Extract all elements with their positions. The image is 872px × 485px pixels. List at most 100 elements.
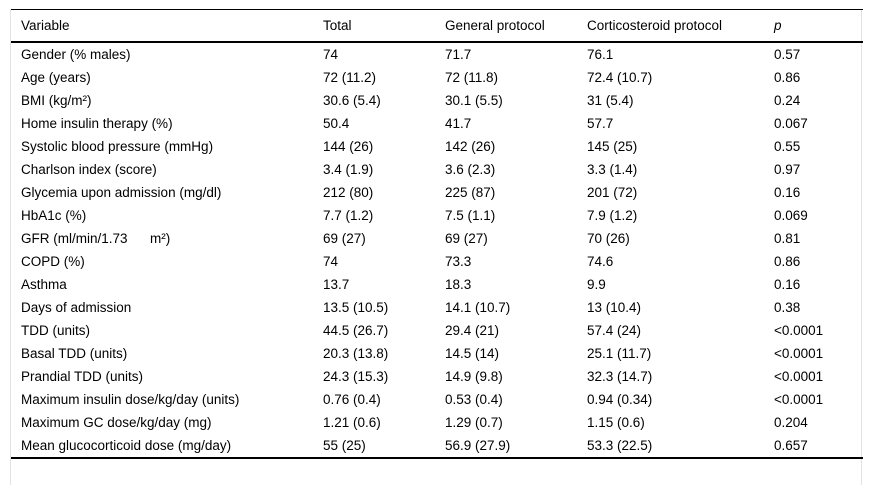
- p-value-cell: 0.069: [774, 207, 808, 223]
- table-row: Maximum insulin dose/kg/day (units) 0.76…: [11, 388, 863, 411]
- variable-cell: Home insulin therapy (%): [21, 115, 173, 131]
- p-value-cell: 0.067: [774, 115, 808, 131]
- corticosteroid-protocol-cell: 70 (26): [587, 230, 630, 246]
- corticosteroid-protocol-cell: 9.9: [587, 276, 606, 292]
- p-value-cell: 0.657: [774, 437, 808, 453]
- general-protocol-cell: 71.7: [445, 46, 472, 62]
- table-row: GFR (ml/min/1.73 m²) 69 (27) 69 (27) 70 …: [11, 227, 863, 250]
- total-cell: 30.6 (5.4): [323, 92, 381, 108]
- variable-cell: Days of admission: [21, 299, 132, 315]
- corticosteroid-protocol-cell: 76.1: [587, 46, 614, 62]
- table-row: Basal TDD (units) 20.3 (13.8) 14.5 (14) …: [11, 342, 863, 365]
- corticosteroid-protocol-cell: 31 (5.4): [587, 92, 634, 108]
- general-protocol-cell: 56.9 (27.9): [445, 437, 511, 453]
- variable-cell: Age (years): [21, 69, 91, 85]
- p-value-cell: 0.97: [774, 161, 801, 177]
- table-row: COPD (%) 74 73.3 74.6 0.86: [11, 250, 863, 273]
- table-row: Mean glucocorticoid dose (mg/day) 55 (25…: [11, 434, 863, 458]
- paper-page: Variable Total General protocol Corticos…: [10, 9, 863, 485]
- corticosteroid-protocol-cell: 57.4 (24): [587, 322, 642, 338]
- total-cell: 24.3 (15.3): [323, 368, 389, 384]
- baseline-characteristics-table: Variable Total General protocol Corticos…: [11, 9, 863, 459]
- column-header-corticosteroid-protocol: Corticosteroid protocol: [587, 9, 774, 43]
- general-protocol-cell: 69 (27): [445, 230, 488, 246]
- variable-cell: Mean glucocorticoid dose (mg/day): [21, 437, 232, 453]
- p-value-cell: 0.16: [774, 184, 801, 200]
- total-cell: 44.5 (26.7): [323, 322, 389, 338]
- variable-cell: Asthma: [21, 276, 67, 292]
- variable-cell: HbA1c (%): [21, 207, 87, 223]
- total-cell: 7.7 (1.2): [323, 207, 374, 223]
- corticosteroid-protocol-cell: 57.7: [587, 115, 614, 131]
- general-protocol-cell: 1.29 (0.7): [445, 414, 503, 430]
- total-cell: 74: [323, 253, 339, 269]
- table-row: Charlson index (score) 3.4 (1.9) 3.6 (2.…: [11, 158, 863, 181]
- corticosteroid-protocol-cell: 53.3 (22.5): [587, 437, 653, 453]
- variable-cell: Glycemia upon admission (mg/dl): [21, 184, 222, 200]
- total-cell: 3.4 (1.9): [323, 161, 374, 177]
- table-header: Variable Total General protocol Corticos…: [11, 9, 863, 43]
- column-header-total: Total: [323, 9, 445, 43]
- variable-cell: COPD (%): [21, 253, 85, 269]
- total-cell: 74: [323, 46, 339, 62]
- total-cell: 55 (25): [323, 437, 366, 453]
- corticosteroid-protocol-cell: 32.3 (14.7): [587, 368, 653, 384]
- table-row: Days of admission 13.5 (10.5) 14.1 (10.7…: [11, 296, 863, 319]
- corticosteroid-protocol-cell: 7.9 (1.2): [587, 207, 638, 223]
- corticosteroid-protocol-cell: 74.6: [587, 253, 614, 269]
- p-value-cell: 0.81: [774, 230, 801, 246]
- general-protocol-cell: 29.4 (21): [445, 322, 500, 338]
- total-cell: 13.5 (10.5): [323, 299, 389, 315]
- p-value-cell: 0.86: [774, 253, 801, 269]
- total-cell: 69 (27): [323, 230, 366, 246]
- general-protocol-cell: 14.1 (10.7): [445, 299, 511, 315]
- table-row: Asthma 13.7 18.3 9.9 0.16: [11, 273, 863, 296]
- table-row: Home insulin therapy (%) 50.4 41.7 57.7 …: [11, 112, 863, 135]
- total-cell: 144 (26): [323, 138, 374, 154]
- p-value-cell: <0.0001: [774, 391, 824, 407]
- general-protocol-cell: 72 (11.8): [445, 69, 499, 85]
- general-protocol-cell: 41.7: [445, 115, 472, 131]
- variable-cell: BMI (kg/m²): [21, 92, 92, 108]
- variable-cell: Maximum insulin dose/kg/day (units): [21, 391, 240, 407]
- table-row: Systolic blood pressure (mmHg) 144 (26) …: [11, 135, 863, 158]
- variable-cell: TDD (units): [21, 322, 91, 338]
- total-cell: 212 (80): [323, 184, 374, 200]
- variable-cell: Prandial TDD (units): [21, 368, 144, 384]
- general-protocol-cell: 14.5 (14): [445, 345, 500, 361]
- total-cell: 13.7: [323, 276, 350, 292]
- corticosteroid-protocol-cell: 145 (25): [587, 138, 638, 154]
- total-cell: 1.21 (0.6): [323, 414, 381, 430]
- p-value-cell: 0.57: [774, 46, 801, 62]
- general-protocol-cell: 0.53 (0.4): [445, 391, 503, 407]
- variable-cell: Charlson index (score): [21, 161, 157, 177]
- general-protocol-cell: 14.9 (9.8): [445, 368, 503, 384]
- general-protocol-cell: 73.3: [445, 253, 472, 269]
- variable-cell: Gender (% males): [21, 46, 131, 62]
- p-value-cell: 0.16: [774, 276, 801, 292]
- p-value-cell: 0.38: [774, 299, 801, 315]
- table-row: Maximum GC dose/kg/day (mg) 1.21 (0.6) 1…: [11, 411, 863, 434]
- total-cell: 50.4: [323, 115, 350, 131]
- p-value-cell: 0.55: [774, 138, 801, 154]
- table-row: BMI (kg/m²) 30.6 (5.4) 30.1 (5.5) 31 (5.…: [11, 89, 863, 112]
- table-row: Glycemia upon admission (mg/dl) 212 (80)…: [11, 181, 863, 204]
- variable-cell: Maximum GC dose/kg/day (mg): [21, 414, 212, 430]
- total-cell: 20.3 (13.8): [323, 345, 389, 361]
- variable-cell: Basal TDD (units): [21, 345, 128, 361]
- table-row: Age (years) 72 (11.2) 72 (11.8) 72.4 (10…: [11, 66, 863, 89]
- general-protocol-cell: 225 (87): [445, 184, 496, 200]
- total-cell: 0.76 (0.4): [323, 391, 381, 407]
- general-protocol-cell: 7.5 (1.1): [445, 207, 496, 223]
- corticosteroid-protocol-cell: 1.15 (0.6): [587, 414, 645, 430]
- general-protocol-cell: 3.6 (2.3): [445, 161, 496, 177]
- p-value-cell: <0.0001: [774, 368, 824, 384]
- corticosteroid-protocol-cell: 3.3 (1.4): [587, 161, 638, 177]
- table-row: Prandial TDD (units) 24.3 (15.3) 14.9 (9…: [11, 365, 863, 388]
- total-cell: 72 (11.2): [323, 69, 377, 85]
- p-value-cell: 0.24: [774, 92, 801, 108]
- column-header-general-protocol: General protocol: [445, 9, 587, 43]
- p-value-cell: <0.0001: [774, 322, 824, 338]
- general-protocol-cell: 142 (26): [445, 138, 496, 154]
- column-header-variable: Variable: [11, 9, 323, 43]
